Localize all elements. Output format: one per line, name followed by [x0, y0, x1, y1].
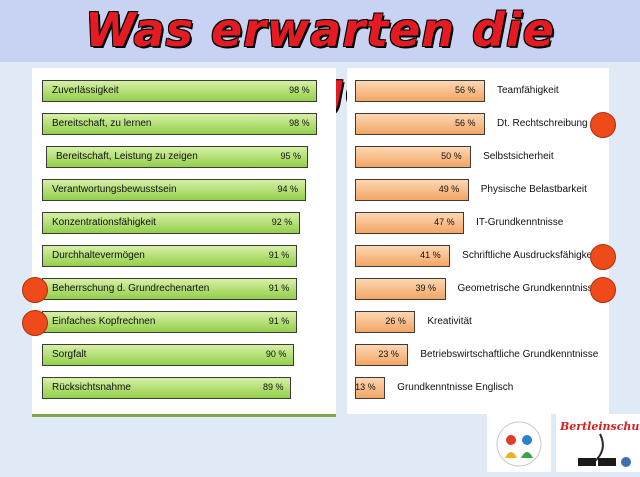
- right-bar-value: 56 %: [455, 85, 476, 95]
- right-bar: [355, 278, 446, 300]
- right-bar-value: 50 %: [441, 151, 462, 161]
- highlight-marker: [590, 112, 616, 138]
- right-bar-value: 23 %: [378, 349, 399, 359]
- right-bar: [355, 377, 386, 399]
- left-bar-label: Sorgfalt: [52, 349, 87, 360]
- left-bar-label: Beherrschung d. Grundrechenarten: [52, 283, 210, 294]
- right-bar: [355, 146, 472, 168]
- left-bar: [42, 179, 306, 201]
- right-bar-label: Kreativität: [427, 316, 472, 327]
- left-bar: [42, 113, 318, 135]
- right-bar-label: Dt. Rechtschreibung: [497, 118, 588, 129]
- school-logo-right: Bertleinschule: [556, 414, 640, 472]
- left-bar-value: 98 %: [289, 118, 310, 128]
- left-bar: [42, 377, 291, 399]
- left-bar-label: Einfaches Kopfrechnen: [52, 316, 156, 327]
- right-bar: [355, 113, 485, 135]
- right-bar-value: 41 %: [420, 250, 441, 260]
- school-logo-left: [487, 414, 551, 472]
- right-bar-label: Grundkenntnisse Englisch: [397, 382, 514, 393]
- right-bar: [355, 245, 451, 267]
- left-bar-label: Bereitschaft, zu lernen: [52, 118, 152, 129]
- right-bar-value: 13 %: [355, 382, 376, 392]
- left-bar-value: 92 %: [271, 217, 293, 227]
- left-bar-label: Rücksichtsnahme: [52, 382, 131, 393]
- right-bar-value: 49 %: [438, 184, 460, 194]
- left-bar: [42, 80, 318, 102]
- right-bar-label: Teamfähigkeit: [497, 85, 559, 96]
- right-bar-value: 26 %: [385, 316, 406, 326]
- left-bar-value: 91 %: [268, 316, 290, 326]
- right-bar-label: IT-Grundkenntnisse: [476, 217, 564, 228]
- right-bar: [355, 311, 416, 333]
- left-bar-value: 91 %: [268, 250, 290, 260]
- right-bar-label: Geometrische Grundkenntnisse: [457, 283, 599, 294]
- left-bar-value: 98 %: [289, 85, 310, 95]
- highlight-marker: [22, 310, 48, 336]
- right-bar: [355, 344, 409, 366]
- left-bar-value: 91 %: [268, 283, 290, 293]
- page-title: Was erwarten die Arbeitgeber?: [84, 3, 555, 117]
- highlight-marker: [590, 244, 616, 270]
- right-bar: [355, 80, 485, 102]
- left-bar: [42, 212, 300, 234]
- left-bar-label: Konzentrationsfähigkeit: [52, 217, 156, 228]
- highlight-marker: [590, 277, 616, 303]
- school-logo-text: Bertleinschule: [560, 420, 640, 433]
- right-bar-value: 56 %: [455, 118, 476, 128]
- left-bar: [42, 344, 294, 366]
- right-bar-label: Selbstsicherheit: [483, 151, 554, 162]
- left-bar-value: 90 %: [265, 349, 287, 359]
- right-bar-label: Physische Belastbarkeit: [480, 184, 587, 195]
- left-bar-label: Durchhaltevermögen: [52, 250, 145, 261]
- left-bar-label: Bereitschaft, Leistung zu zeigen: [56, 151, 198, 162]
- school-logo-icon: [578, 433, 631, 467]
- left-bar: [46, 146, 309, 168]
- left-bar: [42, 245, 297, 267]
- right-bar-label: Schriftliche Ausdrucksfähigkeit: [462, 250, 598, 261]
- right-bar-label: Betriebswirtschaftliche Grundkenntnisse: [420, 349, 599, 360]
- left-bar-label: Zuverlässigkeit: [52, 85, 119, 96]
- left-bar-value: 95 %: [280, 151, 301, 161]
- left-bar-label: Verantwortungsbewusstsein: [52, 184, 177, 195]
- children-logo-icon: [496, 421, 542, 467]
- right-bar: [355, 212, 465, 234]
- right-bar-value: 47 %: [434, 217, 455, 227]
- left-bar-value: 89 %: [262, 382, 284, 392]
- right-bar-value: 39 %: [415, 283, 437, 293]
- header-band: [0, 0, 640, 62]
- right-bar: [355, 179, 469, 201]
- highlight-marker: [22, 277, 48, 303]
- left-bar-value: 94 %: [277, 184, 299, 194]
